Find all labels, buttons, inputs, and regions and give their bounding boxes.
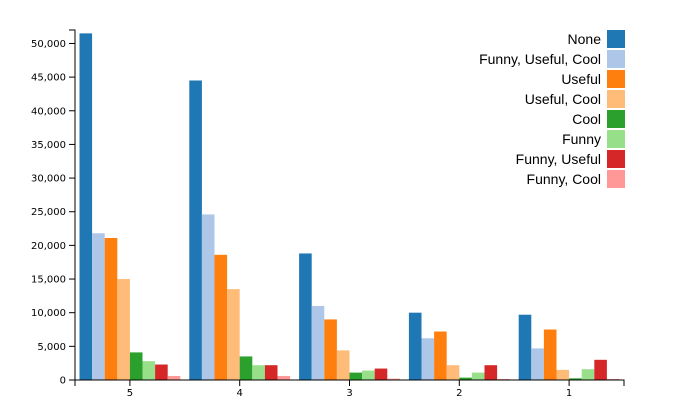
bar (387, 378, 400, 380)
bar (581, 369, 595, 380)
bar (129, 352, 143, 380)
y-tick-label: 0 (60, 376, 66, 387)
legend-swatch (607, 70, 625, 88)
y-tick-label: 10,000 (31, 308, 66, 319)
bar (336, 350, 350, 380)
bar (79, 33, 93, 381)
bar (421, 338, 435, 380)
legend-item: Cool (572, 110, 625, 128)
bar (252, 365, 265, 380)
legend-item: Useful (561, 70, 625, 88)
bar (484, 365, 498, 380)
bar (349, 372, 363, 380)
legend-label: Funny, Useful, Cool (479, 51, 601, 67)
bar-group-4 (189, 80, 291, 380)
bar (92, 233, 105, 380)
legend-swatch (607, 150, 625, 168)
y-tick-label: 15,000 (31, 275, 66, 286)
bar (117, 279, 130, 380)
legend: None Funny, Useful, Cool Useful Useful, Coo… (479, 30, 625, 188)
y-tick-label: 30,000 (31, 174, 66, 185)
legend-label: Useful, Cool (525, 91, 601, 107)
bar (189, 80, 202, 380)
y-tick-label: 20,000 (31, 241, 66, 252)
bar (606, 378, 620, 380)
bar (518, 314, 532, 380)
bar (434, 331, 447, 380)
legend-item: Funny, Cool (527, 170, 625, 188)
x-tick-label: 3 (346, 388, 352, 399)
y-tick-label: 5,000 (37, 342, 66, 353)
bar (201, 214, 215, 380)
legend-item: None (568, 30, 625, 48)
legend-label: Cool (572, 111, 601, 127)
bar (239, 356, 253, 380)
bar (497, 378, 510, 380)
y-tick-label: 35,000 (31, 140, 66, 151)
legend-swatch (607, 130, 625, 148)
legend-swatch (607, 90, 625, 108)
bar (459, 377, 472, 380)
bar (227, 289, 240, 380)
y-tick-label: 45,000 (31, 73, 66, 84)
bar (408, 312, 422, 380)
bar (311, 305, 325, 380)
x-tick-label: 2 (456, 388, 462, 399)
bar (446, 365, 460, 380)
bar-group-5 (79, 33, 181, 381)
bar (104, 237, 118, 380)
bar (471, 372, 485, 380)
y-tick-label: 50,000 (31, 39, 66, 50)
bar (155, 364, 168, 380)
bar (142, 361, 156, 380)
x-tick-label: 5 (127, 388, 133, 399)
legend-label: Funny, Cool (527, 171, 601, 187)
y-tick-label: 25,000 (31, 207, 66, 218)
bar (324, 319, 337, 380)
legend-item: Funny (562, 130, 625, 148)
bars-layer (79, 33, 620, 381)
legend-item: Useful, Cool (525, 90, 625, 108)
legend-swatch (607, 30, 625, 48)
x-axis: 5 4 3 2 1 (74, 379, 625, 399)
legend-label: Funny (562, 131, 601, 147)
x-tick-label: 4 (237, 388, 243, 399)
legend-item: Funny, Useful (516, 150, 625, 168)
legend-label: Useful (561, 71, 601, 87)
y-tick-label: 40,000 (31, 106, 66, 117)
legend-swatch (607, 50, 625, 68)
bar (214, 254, 228, 380)
bar-group-2 (408, 312, 510, 380)
y-axis-line (69, 29, 76, 381)
bar (264, 365, 278, 380)
bar-group-3 (299, 253, 400, 380)
bar (362, 370, 375, 380)
bar (569, 378, 582, 380)
legend-swatch (607, 110, 625, 128)
bar (277, 375, 291, 380)
bar (299, 253, 312, 380)
x-tick-label: 1 (566, 388, 572, 399)
legend-label: Funny, Useful (516, 151, 601, 167)
bar-group-1 (518, 314, 620, 380)
bar (374, 368, 388, 380)
y-axis: 0 5,000 10,000 15,000 20,000 25,000 30,000 35,0… (31, 29, 76, 387)
bar (556, 369, 570, 380)
legend-swatch (607, 170, 625, 188)
bar (531, 348, 544, 380)
legend-label: None (568, 31, 602, 47)
legend-item: Funny, Useful, Cool (479, 50, 625, 68)
bar (167, 375, 181, 380)
bar (594, 359, 607, 380)
bar (543, 329, 557, 380)
